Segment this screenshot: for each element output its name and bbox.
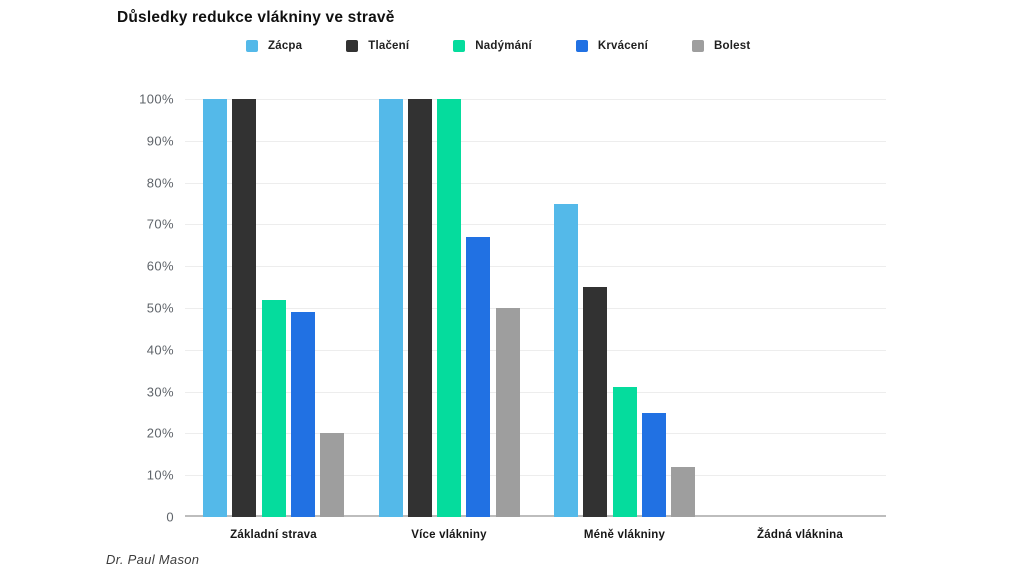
legend-swatch xyxy=(692,40,705,52)
attribution: Dr. Paul Mason xyxy=(106,552,200,567)
legend-item: Krvácení xyxy=(575,40,649,52)
y-tick-label: 90% xyxy=(146,133,174,149)
x-axis-line xyxy=(185,515,886,517)
gridline xyxy=(185,350,886,351)
y-tick-label: 20% xyxy=(146,425,174,441)
legend-label: Tlačení xyxy=(368,40,410,52)
bar-group xyxy=(730,99,871,517)
legend-swatch xyxy=(453,40,466,52)
legend-item: Zácpa xyxy=(246,40,302,52)
legend-item: Tlačení xyxy=(346,40,409,52)
bar xyxy=(554,203,578,517)
gridline xyxy=(185,475,886,476)
gridline xyxy=(185,183,886,184)
bar-group xyxy=(554,99,695,517)
bar xyxy=(320,433,344,517)
bar xyxy=(612,387,637,517)
chart-title: Důsledky redukce vlákniny ve stravě xyxy=(117,9,395,26)
y-tick-label: 50% xyxy=(146,300,174,316)
bar xyxy=(641,412,666,517)
legend-label: Krvácení xyxy=(597,40,649,52)
legend-swatch xyxy=(575,40,588,52)
gridline xyxy=(185,266,886,267)
legend-item: Nadýmání xyxy=(453,40,532,52)
legend-swatch xyxy=(346,40,359,52)
bar xyxy=(261,299,286,517)
bar xyxy=(437,99,461,517)
bar xyxy=(290,312,315,517)
legend-swatch xyxy=(246,40,258,52)
bar xyxy=(407,99,432,517)
y-tick-label: 70% xyxy=(146,216,174,232)
y-tick-label: 80% xyxy=(146,175,174,191)
y-tick-label: 40% xyxy=(146,342,174,358)
legend-label: Bolest xyxy=(714,40,751,52)
gridline xyxy=(185,141,886,142)
x-category-label: Základní strava xyxy=(230,529,317,541)
x-category-label: Méně vlákniny xyxy=(583,529,666,541)
y-tick-label: 0 xyxy=(166,509,174,525)
y-tick-label: 100% xyxy=(139,91,174,107)
legend-label: Nadýmání xyxy=(475,40,532,52)
gridline xyxy=(185,433,886,434)
bar-group xyxy=(203,99,344,517)
x-category-label: Více vlákniny xyxy=(411,529,487,541)
gridline xyxy=(185,224,886,225)
gridline xyxy=(185,392,886,393)
bar xyxy=(495,308,520,517)
bar-group xyxy=(378,99,520,517)
y-tick-label: 30% xyxy=(146,384,174,400)
x-category-label: Žádná vláknina xyxy=(757,529,843,541)
legend-label: Zácpa xyxy=(268,40,303,52)
bar xyxy=(203,99,227,517)
legend: Zácpa Tlačení Nadýmání Krvácení Bolest xyxy=(246,40,750,52)
legend-item: Bolest xyxy=(692,40,750,52)
plot-area: 0 10% 20% 30% 40% 50% 60% 70% 80% 90% 100% Základn… xyxy=(139,92,886,541)
bar xyxy=(466,236,491,517)
bar xyxy=(671,466,695,517)
gridline xyxy=(185,99,886,100)
gridline xyxy=(185,308,886,309)
y-tick-label: 60% xyxy=(146,258,174,274)
bar xyxy=(583,287,608,517)
y-tick-label: 10% xyxy=(146,467,174,483)
bar xyxy=(232,99,257,517)
bar xyxy=(378,99,403,517)
